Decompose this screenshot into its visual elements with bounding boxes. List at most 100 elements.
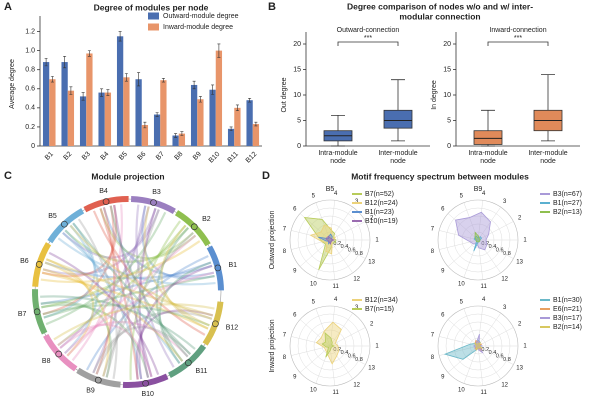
significance-bracket	[487, 41, 549, 46]
node-label: B9	[86, 387, 95, 394]
theta-label: 10	[458, 282, 465, 288]
radar-spoke	[315, 308, 331, 347]
theta-label: 4	[482, 297, 486, 303]
legend-swatch	[148, 23, 159, 31]
x-tick-label: B7	[155, 151, 166, 162]
y-axis-label: Average degree	[9, 59, 16, 109]
r-tick-label: 0.4	[489, 350, 497, 356]
bar	[215, 50, 223, 146]
x-tick-label: Inter-module	[378, 150, 417, 157]
node-label: B3	[152, 189, 161, 196]
x-tick-label: B8	[173, 151, 184, 162]
chord	[95, 207, 116, 375]
x-tick-label: node	[480, 158, 496, 165]
y-tick-label: 0.4	[25, 105, 35, 112]
chord	[45, 258, 214, 317]
legend-label: B1(n=30)	[553, 297, 582, 304]
legend-label: B10(n=19)	[365, 218, 398, 225]
chord	[62, 209, 160, 259]
node-label: B12	[226, 324, 239, 331]
node-marker	[190, 223, 198, 231]
r-tick-label: 0.8	[503, 251, 511, 257]
chord	[160, 224, 209, 330]
radar-area	[473, 333, 484, 354]
node-marker	[94, 376, 102, 384]
bar	[197, 99, 204, 146]
subplot-title: Outward-connection	[337, 27, 400, 34]
chord	[64, 229, 143, 380]
node-marker	[184, 359, 192, 367]
radar-spoke	[329, 345, 366, 365]
error-bar	[44, 57, 48, 67]
error-bar	[100, 88, 104, 97]
x-tick-label: B4	[99, 151, 110, 162]
theta-label: 2	[370, 216, 374, 222]
radar-spoke	[329, 239, 336, 280]
r-tick-label: 0.8	[503, 357, 511, 363]
radar-spoke	[477, 312, 501, 347]
chord	[72, 222, 192, 355]
bar	[98, 92, 105, 146]
box-whisker-high	[331, 115, 345, 131]
error-bar	[87, 50, 91, 57]
radar-spoke	[315, 345, 331, 384]
error-bar	[211, 84, 215, 95]
error-bar	[192, 80, 196, 90]
theta-label: 1	[375, 344, 379, 350]
significance-label: ***	[514, 35, 522, 42]
legend-label: B2(n=14)	[553, 324, 582, 331]
chord	[99, 208, 139, 380]
box	[473, 130, 503, 145]
radar-spoke	[329, 345, 336, 386]
radar-spoke	[329, 327, 366, 347]
chord	[44, 261, 111, 377]
bar	[246, 100, 253, 146]
radar-spoke	[299, 319, 331, 347]
error-bar	[124, 73, 128, 82]
chord	[42, 205, 115, 316]
legend-label: B2(n=13)	[553, 209, 582, 216]
chord	[109, 205, 189, 358]
chord	[92, 210, 206, 336]
chord	[62, 232, 181, 364]
legend-label: Inward-module degree	[163, 24, 233, 31]
radar-spoke	[477, 200, 484, 241]
theta-label: 7	[283, 332, 287, 338]
radar-spoke	[477, 221, 514, 241]
chord	[66, 234, 197, 357]
chord	[40, 295, 196, 350]
panel-label: C	[4, 170, 12, 182]
legend-label: B1(n=27)	[553, 200, 582, 207]
theta-label: 9	[293, 269, 297, 275]
chord	[40, 240, 201, 284]
theta-label: 10	[310, 388, 317, 394]
chord	[59, 320, 189, 358]
y-tick-label: 5	[447, 117, 451, 124]
theta-label: 13	[368, 259, 375, 265]
theta-label: 9	[293, 375, 297, 381]
bar	[227, 128, 235, 146]
radar-spoke	[329, 221, 366, 241]
chord	[77, 218, 118, 379]
theta-label: 8	[283, 355, 287, 361]
chord	[64, 224, 99, 355]
chord	[64, 229, 194, 263]
theta-label: 7	[431, 226, 435, 232]
theta-label: 3	[503, 305, 507, 311]
chord	[113, 204, 153, 378]
r-tick-label: 0.4	[341, 244, 349, 250]
radar-area	[455, 211, 491, 251]
box-whisker-high	[481, 109, 495, 131]
y-tick-label: 15	[293, 66, 301, 73]
chord	[102, 207, 215, 278]
error-bar	[81, 92, 85, 101]
chord	[129, 220, 181, 380]
chord	[45, 258, 95, 357]
error-bar	[217, 43, 221, 58]
chord	[155, 227, 190, 362]
node-marker	[142, 379, 149, 387]
bar	[42, 62, 50, 146]
r-tick-label: 0.6	[348, 354, 356, 360]
chord	[40, 301, 112, 378]
